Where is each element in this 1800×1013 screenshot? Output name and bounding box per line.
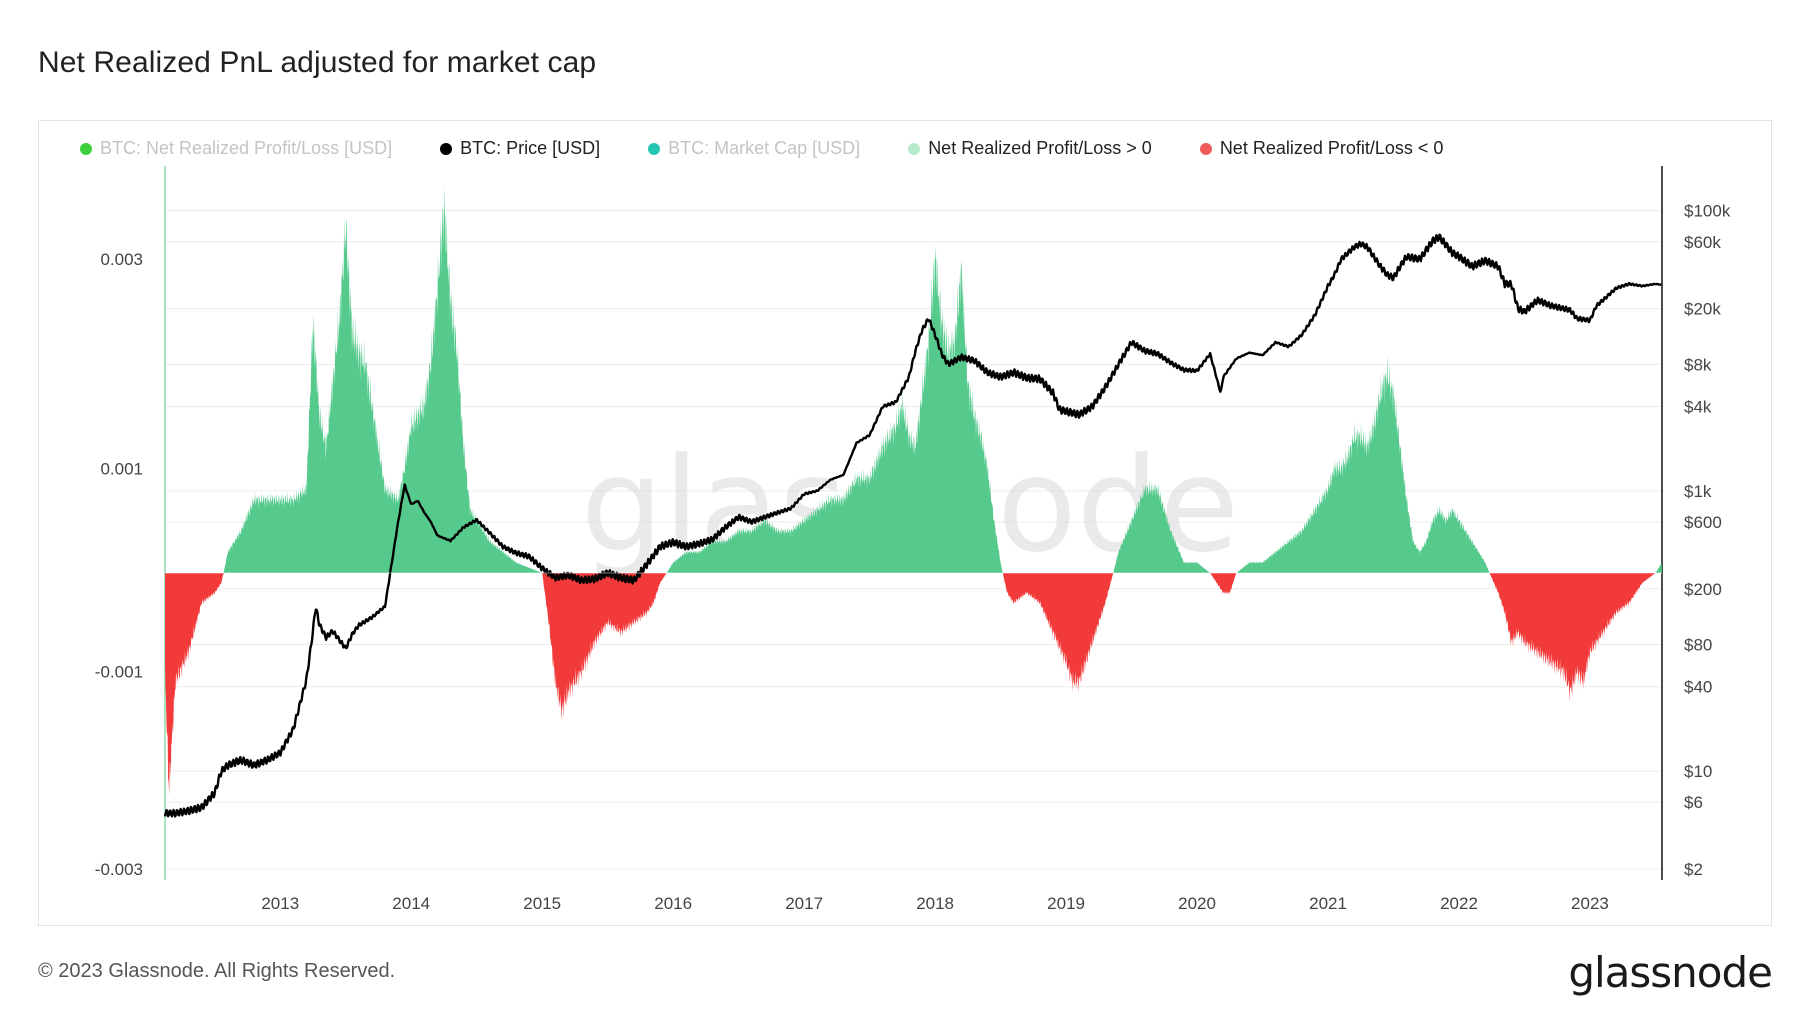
right-axis-tick-label: $6 [1684, 793, 1703, 812]
x-axis-tick-label: 2019 [1047, 894, 1085, 913]
legend-swatch-icon [1199, 142, 1212, 155]
legend-label: BTC: Market Cap [USD] [668, 138, 861, 158]
legend-swatch-icon [648, 142, 661, 155]
right-axis-tick-label: $20k [1684, 300, 1721, 319]
x-axis-tick-label: 2014 [392, 894, 430, 913]
right-axis-tick-label: $80 [1684, 636, 1712, 655]
legend-item-3[interactable]: Net Realized Profit/Loss > 0 [908, 138, 1152, 159]
legend-item-2[interactable]: BTC: Market Cap [USD] [648, 138, 860, 159]
x-axis-tick-label: 2023 [1571, 894, 1609, 913]
right-axis-tick-label: $200 [1684, 580, 1722, 599]
footer-copyright: © 2023 Glassnode. All Rights Reserved. [38, 960, 396, 982]
legend-item-0[interactable]: BTC: Net Realized Profit/Loss [USD] [80, 138, 392, 159]
right-axis-tick-label: $1k [1684, 482, 1712, 501]
chart-title: Net Realized PnL adjusted for market cap [38, 46, 597, 79]
legend-label: BTC: Net Realized Profit/Loss [USD] [100, 138, 393, 158]
x-axis-tick-label: 2018 [916, 894, 954, 913]
right-axis-tick-label: $600 [1684, 513, 1722, 532]
x-axis-tick-label: 2021 [1309, 894, 1347, 913]
glassnode-logo[interactable]: glassnode [1568, 948, 1773, 997]
right-axis-tick-label: $8k [1684, 355, 1712, 374]
x-axis-tick-label: 2015 [523, 894, 561, 913]
legend-swatch-icon [440, 142, 453, 155]
legend-label: Net Realized Profit/Loss < 0 [1219, 138, 1444, 158]
left-axis-tick-label: -0.001 [95, 663, 143, 682]
right-axis-tick-label: $4k [1684, 398, 1712, 417]
right-axis-tick-label: $100k [1684, 202, 1731, 221]
pnl-positive-area [165, 185, 1662, 573]
left-axis-tick-label: 0.003 [100, 250, 143, 269]
legend-swatch-icon [908, 142, 921, 155]
x-axis-tick-label: 2022 [1440, 894, 1478, 913]
right-axis-tick-label: $40 [1684, 678, 1712, 697]
pnl-negative-area [165, 573, 1662, 796]
x-axis-tick-label: 2017 [785, 894, 823, 913]
left-axis-tick-label: -0.003 [95, 860, 143, 879]
left-axis-tick-label: 0.001 [100, 459, 143, 478]
right-axis-tick-label: $10 [1684, 762, 1712, 781]
x-axis-tick-label: 2020 [1178, 894, 1216, 913]
legend-swatch-icon [80, 142, 92, 155]
legend-label: BTC: Price [USD] [460, 138, 601, 158]
legend-label: Net Realized Profit/Loss > 0 [928, 138, 1152, 158]
right-axis-tick-label: $2 [1684, 860, 1703, 879]
chart-legend: BTC: Net Realized Profit/Loss [USD] BTC: … [80, 138, 1491, 159]
x-axis-tick-label: 2016 [654, 894, 692, 913]
right-axis-tick-label: $60k [1684, 233, 1721, 252]
price-line [163, 233, 1662, 818]
legend-item-4[interactable]: Net Realized Profit/Loss < 0 [1199, 138, 1444, 159]
legend-item-1[interactable]: BTC: Price [USD] [440, 138, 600, 159]
x-axis-tick-label: 2013 [261, 894, 299, 913]
chart-panel [38, 120, 1772, 926]
